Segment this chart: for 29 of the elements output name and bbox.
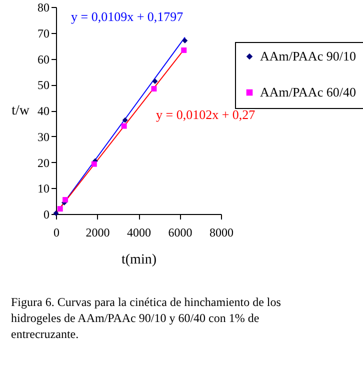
point (151, 86, 157, 92)
point (57, 206, 63, 212)
x-axis-title: t(min) (122, 252, 157, 268)
y-tick-label: 60 (38, 52, 50, 66)
annotation: y = 0,0109x + 0,1797 (71, 9, 184, 24)
point (121, 123, 127, 129)
y-tick-label: 10 (38, 182, 50, 196)
x-tick-label: 4000 (127, 226, 151, 240)
x-tick-label: 2000 (86, 226, 110, 240)
y-tick-label: 20 (38, 156, 50, 170)
x-tick-label: 0 (54, 226, 60, 240)
point (182, 38, 188, 44)
point (122, 117, 128, 123)
y-tick-label: 30 (38, 130, 50, 144)
y-tick-label: 0 (44, 208, 50, 222)
legend-label: AAm/PAAc 90/10 (260, 48, 356, 64)
annotation: y = 0,0102x + 0,27 (156, 107, 256, 122)
legend-label: AAm/PAAc 60/40 (260, 84, 356, 100)
y-tick-label: 50 (38, 78, 50, 92)
point (91, 161, 97, 167)
point (181, 47, 187, 53)
y-tick-label: 80 (38, 0, 50, 14)
y-tick-label: 40 (38, 104, 50, 118)
point (62, 197, 68, 203)
y-tick-label: 70 (38, 26, 50, 40)
x-tick-label: 8000 (210, 226, 234, 240)
y-axis-title: t/w (12, 104, 30, 118)
x-tick-label: 6000 (168, 226, 192, 240)
text: Figura 6. Curvas para la cinética de hinchamiento de los hidrogeles de AAm/PAAc 90/10 y 60/40 con 1% de entrecruzante. (11, 295, 282, 341)
